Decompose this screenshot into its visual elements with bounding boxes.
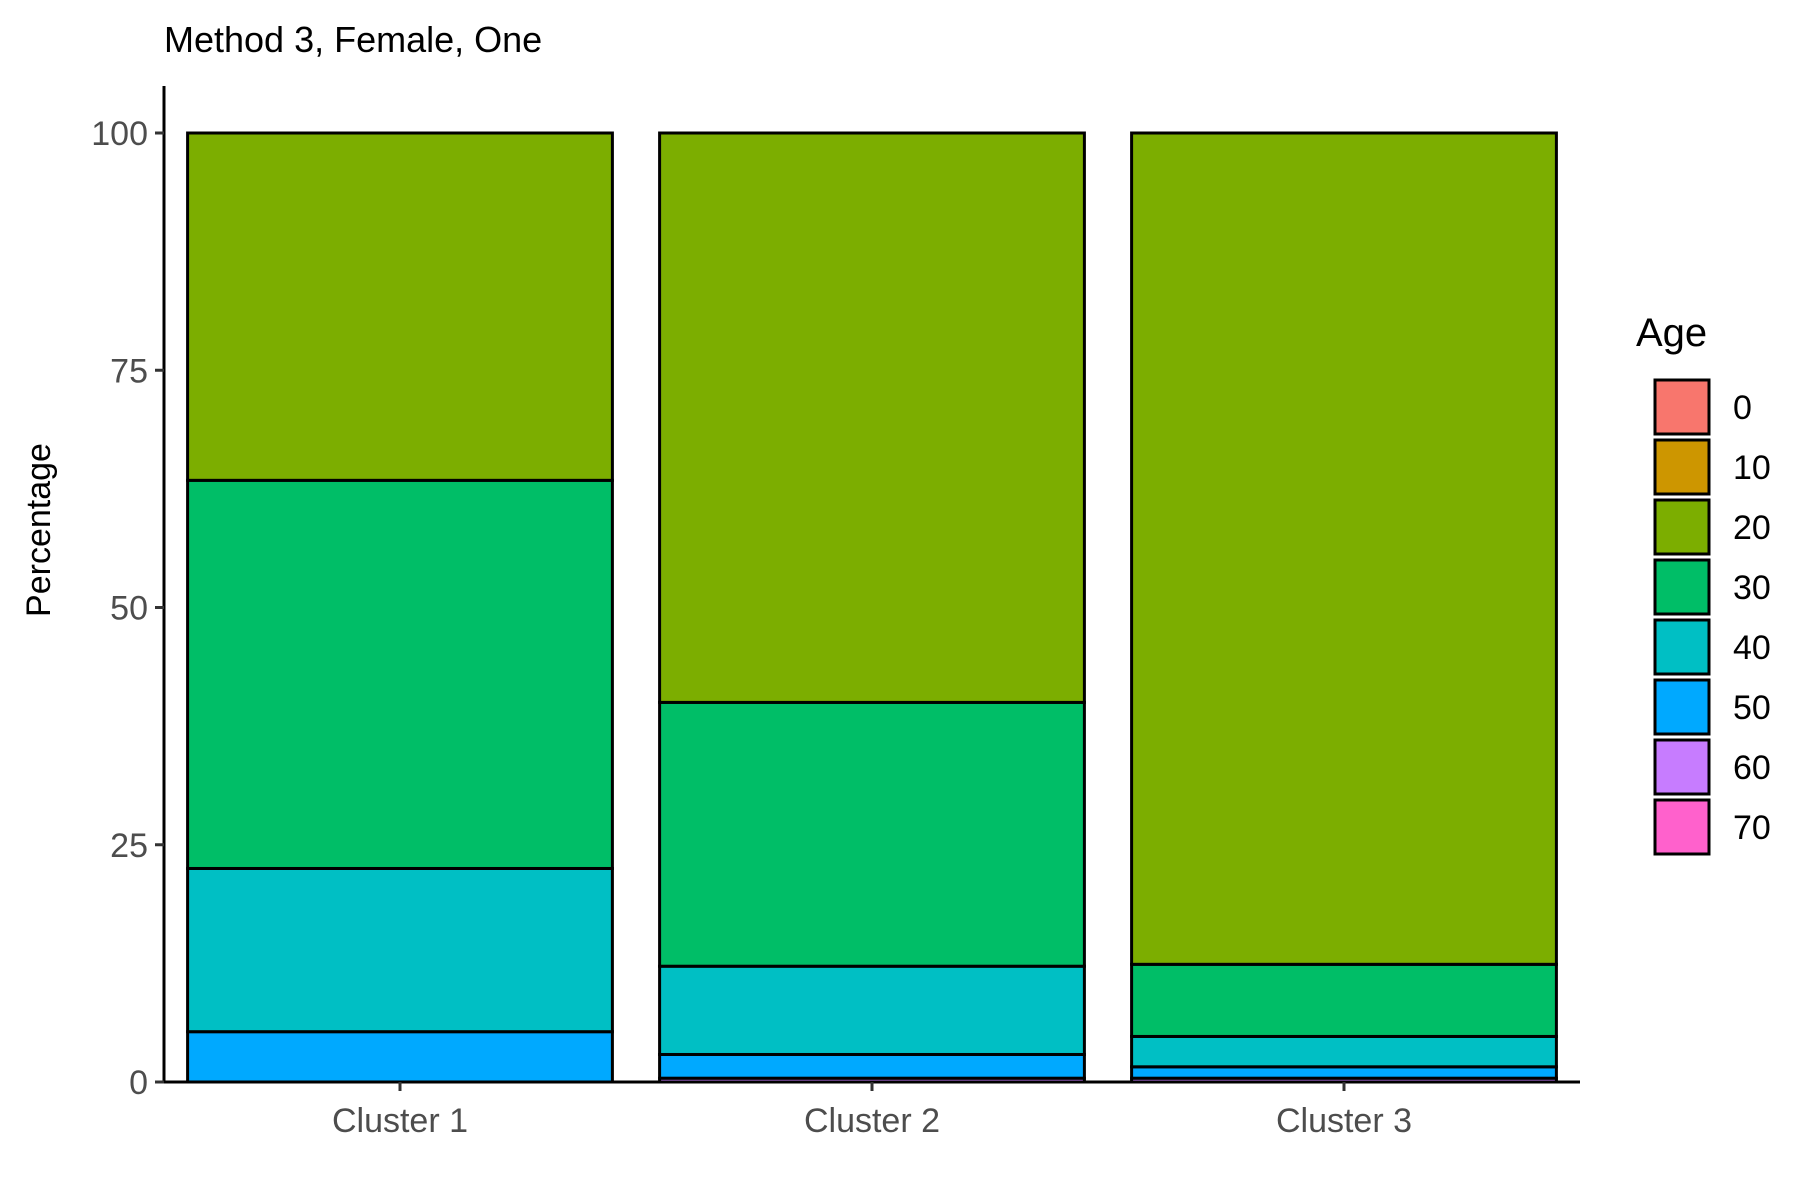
y-tick-label-25: 25 [110,827,148,865]
legend-label-20: 20 [1733,509,1771,547]
x-tick-label-2: Cluster 2 [804,1102,940,1140]
legend-label-40: 40 [1733,629,1771,667]
bar-segment-cluster-1-age-50 [186,1030,614,1084]
bar-segment-cluster-2-age-50 [658,1052,1086,1080]
legend-key-50 [1653,678,1711,736]
legend-label-30: 30 [1733,569,1771,607]
legend-label-50: 50 [1733,689,1771,727]
x-tick-label-1: Cluster 1 [332,1102,468,1140]
legend-label-70: 70 [1733,809,1771,847]
x-tick-label-3: Cluster 3 [1276,1102,1412,1140]
bar-segment-cluster-1-age-30 [186,478,614,870]
bar-segment-cluster-1-age-40 [186,866,614,1034]
legend-key-70 [1653,798,1711,856]
legend-key-10 [1653,438,1711,496]
y-tick-label-50: 50 [110,590,148,628]
bar-segment-cluster-3-age-30 [1130,962,1558,1038]
bar-segment-cluster-3-age-40 [1130,1034,1558,1069]
y-axis-title: Percentage [20,443,58,617]
legend: Age 0 10 20 30 40 50 60 70 [1636,311,1771,856]
axes-group: 0 25 50 75 100 Cluster 1 Cluster 2 Cluster 3 [91,86,1580,1140]
legend-key-40 [1653,618,1711,676]
bar-segment-cluster-2-age-30 [658,700,1086,968]
bar-segment-cluster-3-age-50 [1130,1065,1558,1080]
y-tick-label-100: 100 [91,115,148,153]
bar-segment-cluster-2-age-20 [658,131,1086,704]
chart-title: Method 3, Female, One [164,19,542,60]
legend-label-60: 60 [1733,749,1771,787]
legend-label-10: 10 [1733,449,1771,487]
legend-key-60 [1653,738,1711,796]
bar-segment-cluster-3-age-20 [1130,131,1558,966]
legend-key-0 [1653,378,1711,436]
bar-segment-cluster-1-age-20 [186,131,614,482]
y-tick-label-0: 0 [129,1064,148,1102]
y-tick-label-75: 75 [110,352,148,390]
bars-group [186,131,1558,1084]
legend-title: Age [1636,311,1707,355]
legend-key-30 [1653,558,1711,616]
bar-segment-cluster-2-age-40 [658,964,1086,1056]
legend-label-0: 0 [1733,389,1752,427]
legend-key-20 [1653,498,1711,556]
